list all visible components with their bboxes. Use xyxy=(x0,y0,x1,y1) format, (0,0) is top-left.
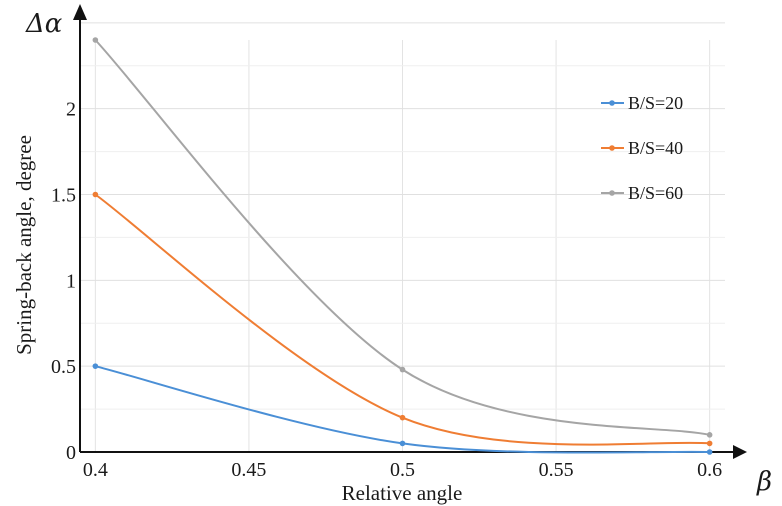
series-layer xyxy=(92,37,713,455)
data-point xyxy=(706,449,713,455)
x-tick-label: 0.6 xyxy=(697,459,722,481)
legend-label: B/S=20 xyxy=(628,93,683,113)
y-tick-label: 1.5 xyxy=(51,185,76,207)
legend-marker xyxy=(609,190,615,196)
y-tick-label: 2 xyxy=(66,99,76,121)
tick-labels: 0.4 0.45 0.5 0.55 0.6 0 0.5 1 1.5 2 xyxy=(51,99,722,481)
data-point xyxy=(399,440,406,447)
x-tick-label: 0.45 xyxy=(231,459,266,481)
y-tick-label: 0.5 xyxy=(51,356,76,378)
data-point xyxy=(92,191,99,198)
legend: B/S=20 B/S=40 B/S=60 xyxy=(601,93,683,203)
data-point xyxy=(92,363,99,369)
grid-lines xyxy=(80,22,725,452)
data-point xyxy=(399,366,406,373)
y-tick-label: 0 xyxy=(66,442,76,464)
legend-label: B/S=40 xyxy=(628,138,683,158)
data-point xyxy=(399,414,406,421)
x-tick-label: 0.5 xyxy=(390,459,415,481)
legend-label: B/S=60 xyxy=(628,183,683,203)
x-axis-arrow xyxy=(733,445,747,459)
data-point xyxy=(706,432,713,438)
x-tick-label: 0.55 xyxy=(539,459,574,481)
axes xyxy=(73,4,747,459)
series-line xyxy=(94,39,710,436)
data-point xyxy=(92,37,99,43)
data-point xyxy=(706,440,713,447)
y-axis-label: Spring-back angle, degree xyxy=(12,135,36,355)
y-tick-label: 1 xyxy=(66,270,76,292)
legend-marker xyxy=(609,100,615,106)
y-axis-arrow xyxy=(73,4,87,20)
legend-marker xyxy=(609,145,615,151)
x-axis-label: Relative angle xyxy=(342,481,463,505)
x-tick-label: 0.4 xyxy=(83,459,108,481)
y-axis-symbol: Δα xyxy=(25,9,63,39)
x-axis-symbol: β xyxy=(756,467,772,497)
